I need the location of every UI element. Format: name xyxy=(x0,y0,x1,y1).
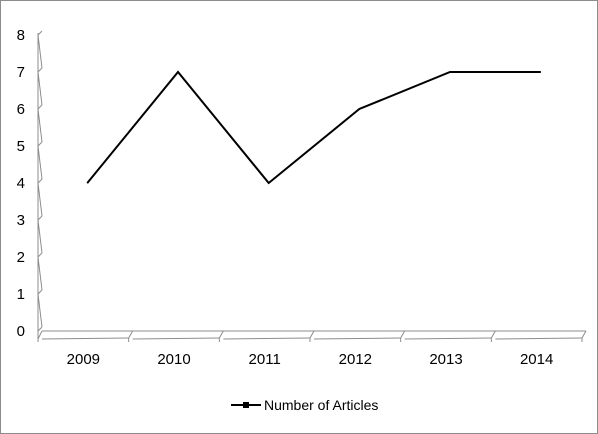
series-line xyxy=(86,70,541,185)
y-axis-segment xyxy=(37,71,43,106)
x-axis-slant xyxy=(490,330,496,339)
y-axis-segment xyxy=(37,145,43,180)
x-axis-slant xyxy=(400,330,406,339)
data-point xyxy=(540,71,542,73)
x-tick-label: 2010 xyxy=(157,351,190,368)
y-axis-segment xyxy=(37,256,43,291)
y-tick-label: 0 xyxy=(17,323,25,340)
y-tick-label: 5 xyxy=(17,138,25,155)
y-tick-mark xyxy=(37,252,43,258)
y-tick-label: 1 xyxy=(17,286,25,303)
y-axis-segment xyxy=(37,219,43,254)
y-axis-segment xyxy=(37,182,43,217)
x-tick-label: 2011 xyxy=(249,351,281,368)
y-tick-mark xyxy=(37,141,43,147)
y-axis-segment xyxy=(37,34,43,69)
x-tick-labels: 2009 2010 2011 2012 2013 2014 xyxy=(67,351,554,368)
y-axis-segment xyxy=(37,293,43,328)
y-tick-mark xyxy=(37,215,43,221)
series-group xyxy=(86,70,542,185)
x-axis-slant xyxy=(581,330,587,339)
legend-label: Number of Articles xyxy=(264,397,378,413)
y-tick-mark xyxy=(37,289,43,295)
x-axis-bottom-segment xyxy=(313,337,401,340)
y-tick-mark xyxy=(37,178,43,184)
data-point xyxy=(449,71,451,73)
y-tick-mark xyxy=(37,30,43,36)
y-tick-mark xyxy=(37,104,43,110)
y-tick-label: 4 xyxy=(17,175,25,192)
y-tick-mark xyxy=(37,67,43,73)
y-tick-label: 3 xyxy=(17,212,25,229)
x-tick-label: 2009 xyxy=(67,351,100,368)
y-tick-labels: 0 1 2 3 4 5 6 7 8 xyxy=(17,27,25,340)
x-tick-label: 2013 xyxy=(429,351,462,368)
x-axis-slant xyxy=(218,330,224,339)
x-axis-bottom-segment xyxy=(132,337,220,340)
x-tick-label: 2012 xyxy=(339,351,372,368)
data-point xyxy=(358,108,360,110)
y-tick-label: 2 xyxy=(17,249,25,266)
x-axis-slant xyxy=(128,330,134,339)
x-axis-bottom-segment xyxy=(41,337,129,340)
x-axis-bottom-segment xyxy=(223,337,311,340)
y-tick-label: 7 xyxy=(17,64,25,81)
y-tick-mark xyxy=(37,326,43,332)
legend: Number of Articles xyxy=(231,397,378,413)
x-axis-slant xyxy=(309,330,315,339)
data-point xyxy=(268,182,270,184)
y-tick-label: 6 xyxy=(17,101,25,118)
x-axis-corner xyxy=(37,330,43,340)
x-axis-bottom-segment xyxy=(404,337,492,340)
legend-square-marker xyxy=(243,402,249,408)
y-axis-segment xyxy=(37,108,43,143)
data-point xyxy=(177,71,179,73)
y-tick-label: 8 xyxy=(17,27,25,44)
x-tick-label: 2014 xyxy=(520,351,553,368)
data-point xyxy=(86,182,88,184)
axes-group xyxy=(37,30,587,342)
x-axis-bottom-segment xyxy=(495,337,583,340)
